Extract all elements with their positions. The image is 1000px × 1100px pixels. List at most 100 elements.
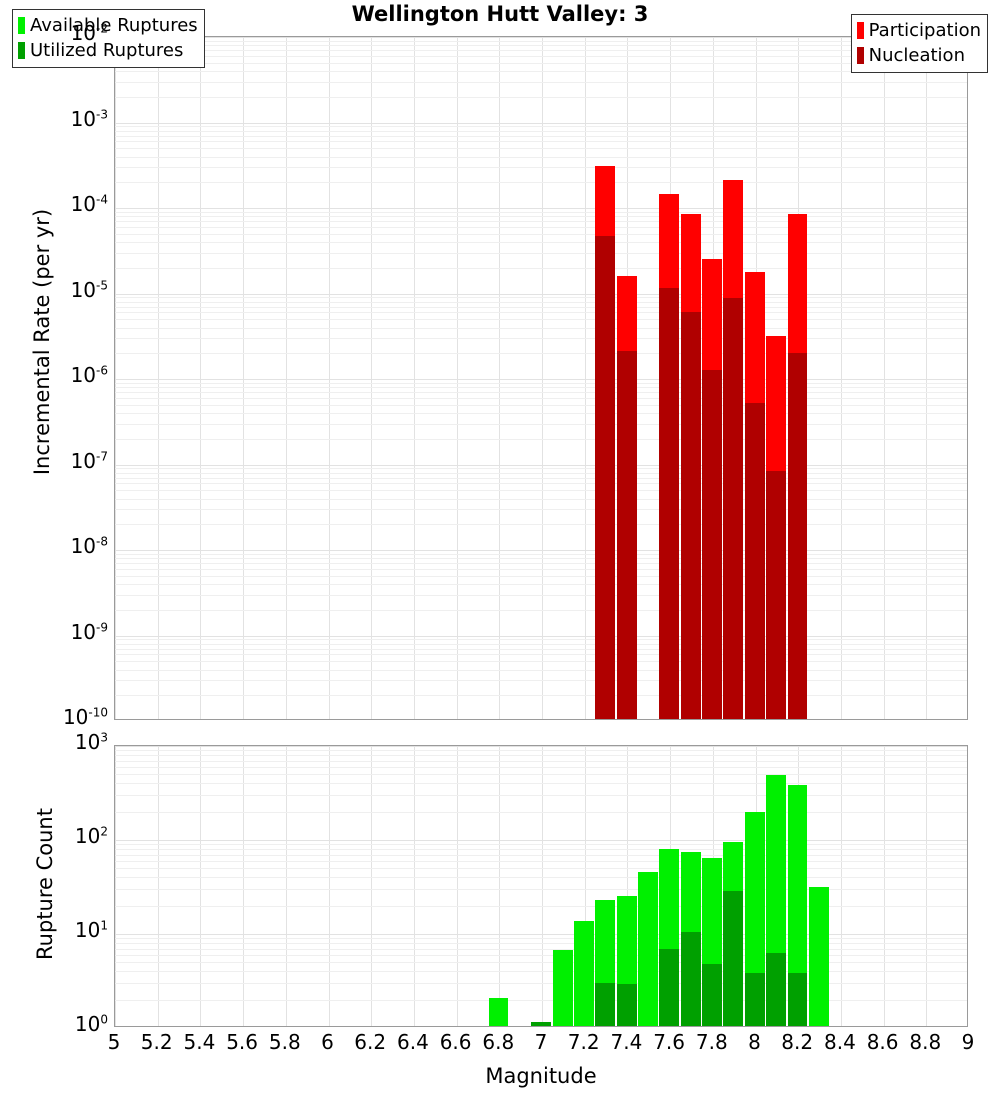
rupture-count-bar [723,842,744,1026]
gridline-vertical [200,37,202,719]
gridline-horizontal [115,563,967,565]
incremental-rate-bar-overlay [659,287,680,719]
legend-label: Utilized Ruptures [30,40,184,62]
gridline-vertical [883,37,885,719]
x-axis-label: Magnitude [485,1064,597,1088]
incremental-rate-bar [723,180,744,719]
incremental-rate-bar-overlay [723,297,744,719]
gridline-horizontal [115,844,967,846]
gridline-horizontal [115,81,967,83]
x-axis-tick-label: 5 [107,1030,121,1054]
y-axis-tick-label: 10-9 [70,619,108,644]
gridline-horizontal [115,639,967,641]
gridline-horizontal [115,877,967,879]
gridline-horizontal [115,40,967,42]
gridline-vertical [883,746,885,1026]
gridline-vertical [413,746,415,1026]
x-axis-tick-label: 6.6 [439,1030,472,1054]
gridline-horizontal [115,208,967,209]
gridline-horizontal [115,267,967,269]
x-axis-tick-label: 7 [534,1030,548,1054]
x-axis-tick-label: 5.8 [268,1030,301,1054]
rupture-count-bar-overlay [787,972,808,1026]
gridline-horizontal [115,584,967,586]
gridline-horizontal [115,242,967,244]
gridline-horizontal [115,498,967,500]
y-axis-tick-label: 100 [74,1012,108,1036]
gridline-horizontal [115,126,967,128]
incremental-rate-bar [595,166,616,719]
gridline-horizontal [115,392,967,394]
gridline-horizontal [115,971,967,973]
rupture-count-bar [702,857,722,1026]
rupture-count-bar [808,887,829,1026]
gridline-vertical [926,746,928,1026]
gridline-vertical [328,37,330,719]
gridline-horizontal [115,648,967,650]
gridline-horizontal [115,783,967,785]
gridline-horizontal [115,483,967,485]
gridline-horizontal [115,382,967,384]
gridline-horizontal [115,423,967,425]
gridline-horizontal [115,849,967,851]
gridline-vertical [157,37,159,719]
gridline-horizontal [115,938,967,940]
rupture-count-bar-overlay [766,952,787,1026]
rupture-count-bar [787,784,808,1026]
incremental-rate-bar [766,336,787,719]
gridline-horizontal [115,438,967,440]
gridline-horizontal [115,774,967,776]
gridline-horizontal [115,413,967,415]
gridline-vertical [115,746,116,1026]
gridline-horizontal [115,312,967,314]
gridline-horizontal [115,889,967,891]
x-axis-tick-label: 8.6 [866,1030,899,1054]
gridline-horizontal [115,558,967,560]
y-axis-tick-label: 103 [74,730,108,754]
gridline-horizontal [115,680,967,682]
rupture-count-plot [114,745,968,1027]
gridline-horizontal [115,221,967,223]
gridline-horizontal [115,182,967,184]
x-axis-tick-label: 7.8 [695,1030,728,1054]
bottom-y-axis-label: Rupture Count [33,808,57,960]
gridline-horizontal [115,643,967,645]
legend-label: Nucleation [868,45,965,67]
rupture-count-bar-overlay [616,983,637,1026]
rupture-count-bar [595,899,616,1026]
rupture-count-bar-overlay [659,948,680,1026]
legend-swatch-icon [18,17,25,35]
gridline-horizontal [115,661,967,663]
incremental-rate-bar [659,193,680,719]
incremental-rate-bar [680,214,701,719]
rupture-legend-item: Utilized Ruptures [18,39,198,62]
x-axis-tick-label: 9 [961,1030,975,1054]
incremental-rate-bar-overlay [744,402,765,719]
legend-swatch-icon [856,22,864,40]
y-axis-tick-label: 10-8 [70,534,108,558]
gridline-horizontal [115,464,967,466]
gridline-horizontal [115,62,967,64]
y-axis-tick-label: 10-7 [70,448,108,473]
gridline-vertical [627,746,629,1026]
gridline-vertical [200,746,202,1026]
gridline-horizontal [115,71,967,73]
gridline-vertical [542,746,543,1026]
gridline-horizontal [115,750,967,752]
rupture-count-bar [552,949,573,1026]
x-axis-tick-label: 8 [748,1030,761,1054]
gridline-horizontal [115,397,967,399]
y-axis-tick-label: 102 [74,824,108,848]
gridline-vertical [157,746,159,1026]
x-axis-tick-label: 8.2 [781,1030,814,1054]
gridline-horizontal [115,954,967,956]
gridline-horizontal [115,472,967,474]
gridline-horizontal [115,609,967,611]
gridline-horizontal [115,983,967,985]
rupture-count-bar [659,848,680,1026]
gridline-horizontal [115,868,967,870]
gridline-horizontal [115,509,967,511]
gridline-horizontal [115,141,967,143]
gridline-horizontal [115,840,967,841]
gridline-horizontal [115,319,967,321]
